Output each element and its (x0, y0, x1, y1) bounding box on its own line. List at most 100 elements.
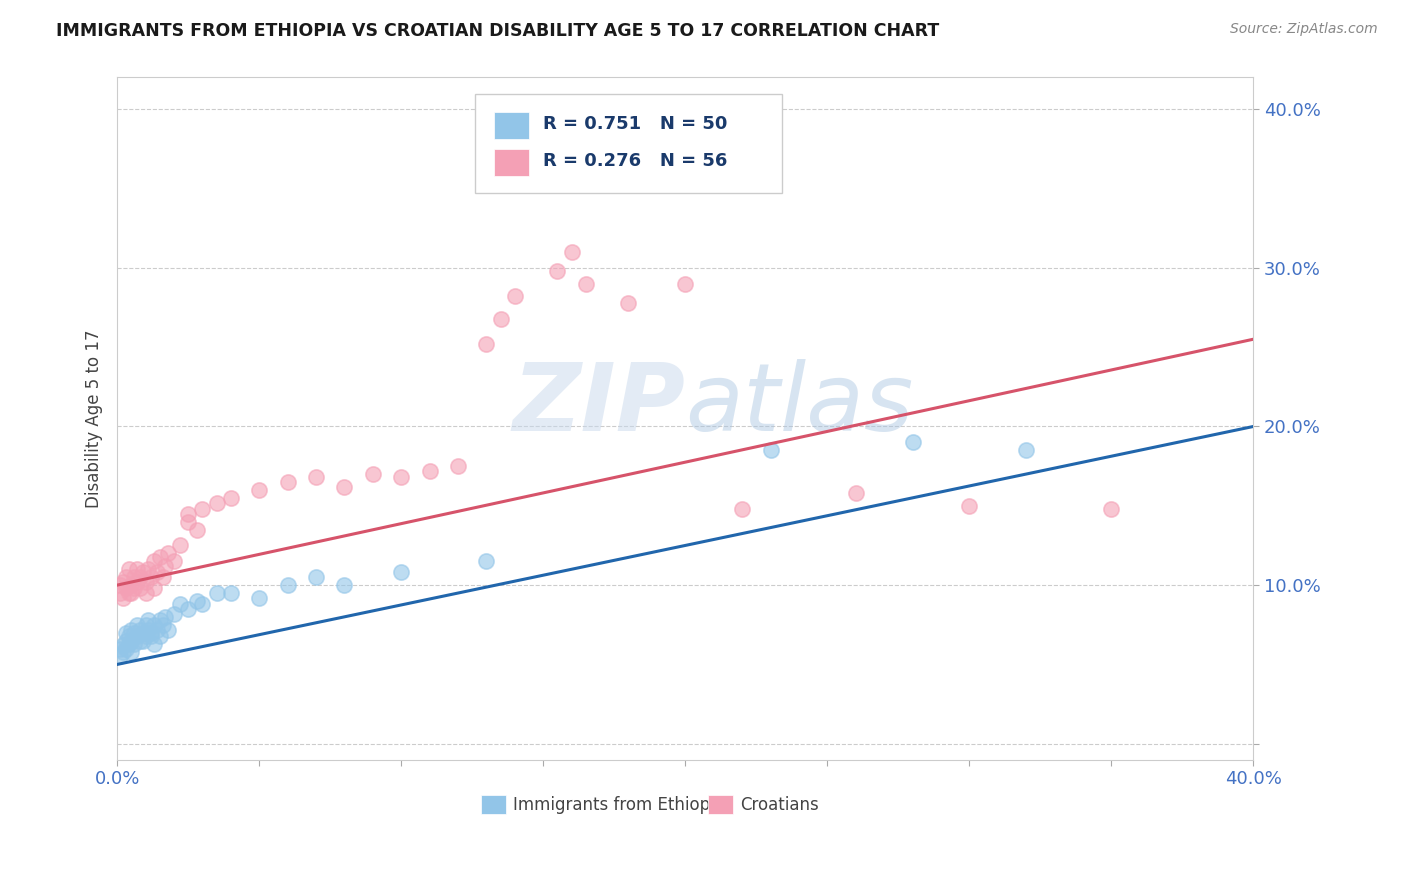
Point (132, 566, 155, 580)
Point (157, 546, 180, 560)
Point (1099, 502, 1122, 516)
Point (120, 623, 142, 637)
Point (108, 586, 131, 600)
Point (111, 639, 134, 653)
Point (305, 570, 328, 584)
Point (219, 586, 242, 600)
Point (361, 467, 384, 481)
Point (419, 464, 441, 478)
FancyBboxPatch shape (475, 95, 782, 194)
Point (146, 566, 169, 580)
Point (135, 629, 157, 643)
Point (143, 582, 166, 596)
Point (108, 641, 131, 656)
Point (120, 578, 142, 592)
Point (125, 574, 148, 589)
Bar (481, 795, 506, 814)
Point (205, 586, 228, 600)
Point (901, 435, 924, 450)
Point (141, 625, 163, 640)
Point (132, 625, 155, 640)
Point (305, 470, 328, 484)
Point (108, 649, 131, 664)
Text: atlas: atlas (685, 359, 914, 450)
Point (129, 633, 152, 648)
Point (177, 507, 200, 521)
Bar (495, 149, 529, 177)
Point (143, 637, 166, 651)
Point (247, 483, 270, 497)
Point (138, 562, 160, 576)
Point (117, 637, 139, 651)
Point (475, 554, 498, 568)
Point (759, 443, 782, 458)
Point (143, 554, 166, 568)
Point (177, 515, 200, 529)
Point (157, 623, 180, 637)
Point (149, 549, 172, 564)
Point (120, 645, 142, 659)
Point (333, 480, 356, 494)
Point (122, 637, 145, 651)
Point (141, 570, 163, 584)
Point (205, 495, 228, 509)
Point (546, 264, 568, 278)
Point (1015, 443, 1038, 458)
Point (155, 610, 177, 624)
Point (125, 617, 148, 632)
Point (186, 523, 208, 537)
Point (122, 625, 145, 640)
Point (163, 554, 186, 568)
Point (132, 633, 155, 648)
Point (129, 582, 152, 596)
Point (219, 491, 242, 505)
Point (117, 629, 139, 643)
Point (108, 578, 131, 592)
Point (503, 289, 526, 303)
Point (333, 578, 356, 592)
Point (673, 277, 696, 291)
Point (155, 559, 177, 574)
Point (475, 337, 498, 351)
Point (117, 562, 139, 576)
Point (617, 295, 640, 310)
Point (120, 633, 142, 648)
Point (117, 586, 139, 600)
Text: IMMIGRANTS FROM ETHIOPIA VS CROATIAN DISABILITY AGE 5 TO 17 CORRELATION CHART: IMMIGRANTS FROM ETHIOPIA VS CROATIAN DIS… (56, 22, 939, 40)
Text: Croatians: Croatians (740, 796, 818, 814)
Point (135, 574, 157, 589)
Point (447, 459, 470, 474)
Point (135, 586, 157, 600)
Point (135, 617, 157, 632)
Point (247, 591, 270, 605)
Point (191, 502, 214, 516)
Point (277, 578, 299, 592)
Point (177, 602, 200, 616)
Point (731, 502, 754, 516)
Point (111, 645, 134, 659)
Point (111, 574, 134, 589)
Point (129, 623, 152, 637)
Point (277, 475, 299, 489)
Point (114, 641, 136, 656)
Point (114, 633, 136, 648)
Point (149, 613, 172, 627)
Text: R = 0.276   N = 56: R = 0.276 N = 56 (543, 153, 728, 170)
Point (146, 623, 169, 637)
Point (138, 613, 160, 627)
Text: R = 0.751   N = 50: R = 0.751 N = 50 (543, 115, 728, 133)
Point (125, 562, 148, 576)
Point (561, 244, 583, 259)
Point (489, 311, 512, 326)
Y-axis label: Disability Age 5 to 17: Disability Age 5 to 17 (86, 329, 103, 508)
Point (129, 570, 152, 584)
Point (141, 629, 163, 643)
Point (389, 566, 412, 580)
Text: Immigrants from Ethiopia: Immigrants from Ethiopia (513, 796, 724, 814)
Point (122, 582, 145, 596)
Point (111, 591, 134, 605)
Point (114, 570, 136, 584)
Point (575, 277, 598, 291)
Point (143, 617, 166, 632)
Point (149, 629, 172, 643)
